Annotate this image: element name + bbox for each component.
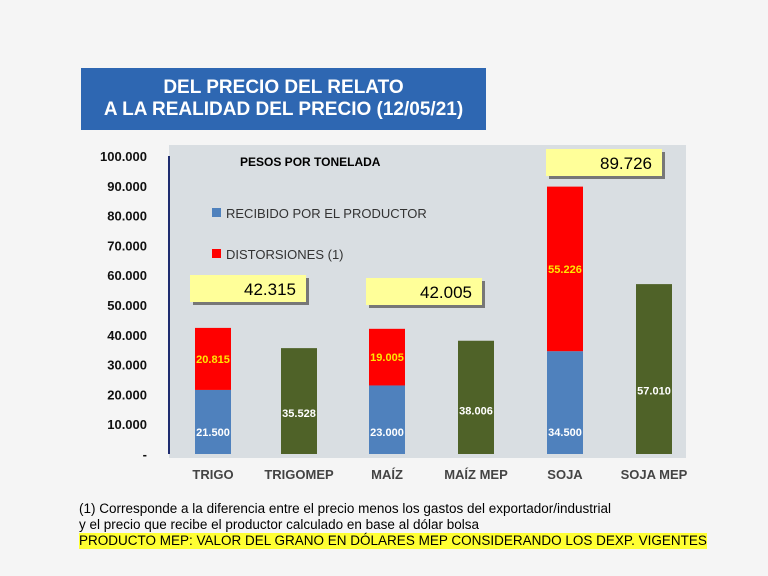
total-callout: [546, 149, 662, 176]
y-axis-ticks: - 10.000 20.000 30.000 40.000 50.000 60.000 70.…: [100, 149, 147, 462]
x-tick-label: MAÍZ MEP: [444, 467, 508, 482]
chart-header: PESOS POR TONELADA: [240, 155, 381, 169]
total-callout: [190, 275, 306, 302]
mep-note: PRODUCTO MEP: VALOR DEL GRANO EN DÓLARES…: [79, 533, 707, 549]
legend-swatch-received: [212, 208, 221, 217]
data-label: 34.500: [548, 427, 582, 439]
title-line-1: DEL PRECIO DEL RELATO: [163, 77, 404, 98]
bar-received: [369, 385, 405, 454]
total-label: 42.005: [420, 283, 472, 302]
data-label: 21.500: [196, 427, 230, 439]
legend-swatch-distortion: [212, 249, 221, 258]
title-line-2: A LA REALIDAD DEL PRECIO (12/05/21): [103, 99, 464, 120]
bar-distortion: [195, 327, 231, 390]
data-label: 38.006: [459, 405, 493, 417]
x-axis-ticks: TRIGO TRIGOMEP MAÍZ MAÍZ MEP SOJA SOJA MEP: [192, 467, 687, 482]
x-tick-label: SOJA MEP: [621, 467, 688, 482]
total-label: 89.726: [600, 154, 652, 173]
x-tick-label: TRIGOMEP: [264, 467, 334, 482]
y-tick-label: 70.000: [107, 238, 147, 253]
bar-mep: [636, 284, 672, 454]
chart-title-box: DEL PRECIO DEL RELATO A LA REALIDAD DEL …: [81, 68, 486, 130]
bar-distortion: [369, 328, 405, 386]
data-label: 20.815: [196, 354, 230, 366]
bar-distortion: [547, 186, 583, 352]
data-label: 23.000: [370, 427, 404, 439]
legend-label-received: RECIBIDO POR EL PRODUCTOR: [226, 206, 427, 221]
footnote-line-1: (1) Corresponde a la diferencia entre el…: [79, 501, 612, 516]
bar-received: [195, 389, 231, 454]
data-label: 19.005: [370, 352, 404, 364]
y-tick-label: 80.000: [107, 209, 147, 224]
x-tick-label: SOJA: [547, 467, 583, 482]
y-tick-label: 60.000: [107, 268, 147, 283]
total-label: 42.315: [244, 280, 296, 299]
bar-mep: [458, 340, 494, 454]
data-label: 57.010: [637, 386, 671, 398]
footnote: (1) Corresponde a la diferencia entre el…: [79, 501, 739, 549]
data-label: 55.226: [548, 264, 582, 276]
y-tick-label: 50.000: [107, 298, 147, 313]
bar-mep: [281, 348, 317, 454]
data-label: 35.528: [282, 408, 316, 420]
legend-label-distortion: DISTORSIONES (1): [226, 247, 344, 262]
y-tick-label: 10.000: [107, 417, 147, 432]
bars-group: 21.500 20.815 35.528 23.000 19.005 38.006 34.5…: [195, 186, 672, 454]
y-tick-label: 100.000: [100, 149, 147, 164]
y-tick-label: -: [143, 447, 147, 462]
x-tick-label: MAÍZ: [371, 467, 403, 482]
total-callouts: 42.315 42.005 89.726: [190, 149, 665, 308]
y-tick-label: 40.000: [107, 328, 147, 343]
y-tick-label: 90.000: [107, 179, 147, 194]
total-callout: [366, 278, 482, 305]
y-tick-label: 20.000: [107, 387, 147, 402]
footnote-line-2: y el precio que recibe el productor calc…: [79, 517, 479, 532]
x-tick-label: TRIGO: [192, 467, 233, 482]
bar-received: [547, 351, 583, 454]
bar-chart: - 10.000 20.000 30.000 40.000 50.000 60.000 70.…: [100, 145, 688, 482]
y-tick-label: 30.000: [107, 358, 147, 373]
